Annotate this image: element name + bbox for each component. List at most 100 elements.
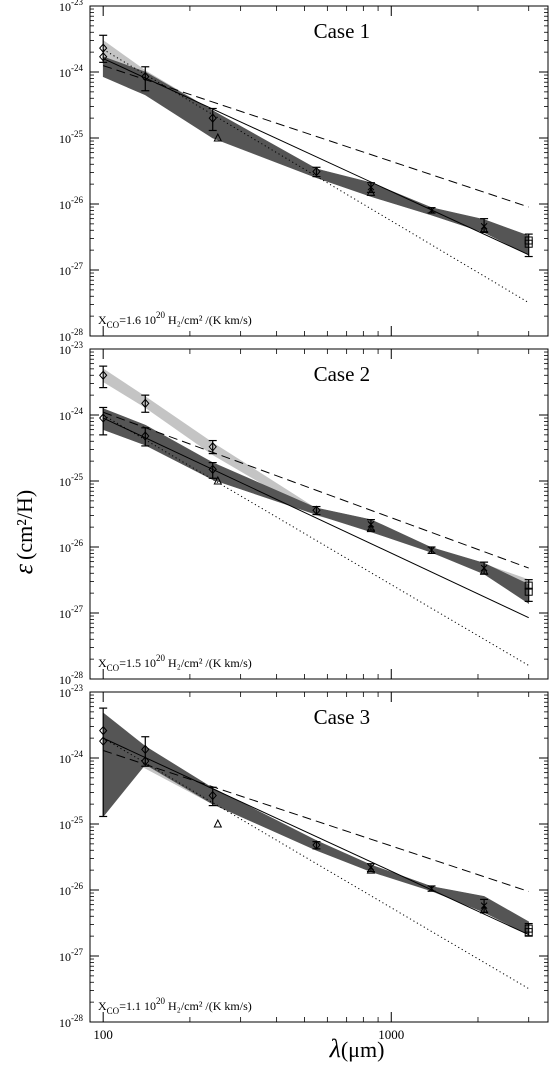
- xco-prefix: X: [98, 656, 107, 670]
- y-tick-exponent: -27: [71, 947, 83, 957]
- y-tick-base: 10: [59, 132, 71, 146]
- marker-diamond: [141, 756, 150, 766]
- marker-cross: [367, 521, 375, 528]
- line-dotted: [102, 48, 529, 304]
- y-tick-base: 10: [59, 818, 71, 832]
- line-solid: [102, 417, 529, 619]
- line-dashed: [103, 65, 529, 208]
- line-dashed: [103, 411, 529, 569]
- y-tick-base: 10: [59, 264, 71, 278]
- y-tick-label: 10-26: [59, 881, 83, 898]
- marker-diamond: [141, 71, 150, 82]
- xco-annotation: XCO=1.6 1020 H₂/cm² /(K km/s): [98, 310, 252, 330]
- y-tick-exponent: -23: [71, 0, 83, 7]
- marker-diamond: [208, 464, 217, 475]
- y-tick-base: 10: [59, 475, 71, 489]
- y-tick-base: 10: [59, 752, 71, 766]
- xco-value: =1.6 10: [119, 313, 156, 327]
- x-axis-label-unit: (μm): [341, 1037, 385, 1062]
- y-tick-base: 10: [59, 541, 71, 555]
- marker-cross: [428, 207, 435, 214]
- y-tick-exponent: -28: [71, 670, 83, 680]
- y-tick-label: 10-28: [59, 327, 83, 344]
- xco-units: H₂/cm² /(K km/s): [165, 999, 252, 1013]
- y-tick-exponent: -25: [71, 129, 83, 139]
- xco-prefix: X: [98, 999, 107, 1013]
- xco-exponent: 20: [156, 310, 166, 320]
- marker-square: [524, 928, 533, 937]
- y-tick-label: 10-26: [59, 195, 83, 212]
- y-tick-exponent: -23: [71, 683, 83, 693]
- xco-subscript: CO: [107, 1006, 120, 1016]
- y-tick-base: 10: [59, 330, 71, 344]
- marker-triangle: [479, 904, 489, 914]
- marker-triangle: [366, 523, 376, 533]
- marker-square: [524, 587, 533, 596]
- x-tick-label: 1000: [378, 1027, 404, 1042]
- marker-diamond: [141, 744, 150, 755]
- marker-diamond: [208, 790, 217, 801]
- y-tick-label: 10-26: [59, 538, 83, 555]
- y-tick-exponent: -25: [71, 815, 83, 825]
- y-axis-label-symbol: ε: [9, 563, 38, 574]
- y-tick-label: 10-27: [59, 604, 83, 621]
- y-tick-exponent: -28: [71, 327, 83, 337]
- marker-cross: [480, 902, 488, 909]
- marker-cross: [428, 885, 435, 892]
- plot-frame: [89, 691, 549, 1023]
- band-light: [102, 368, 530, 587]
- xco-annotation: XCO=1.5 1020 H₂/cm² /(K km/s): [98, 653, 252, 673]
- y-tick-label: 10-23: [59, 0, 83, 14]
- y-tick-base: 10: [59, 409, 71, 423]
- marker-diamond: [99, 370, 108, 381]
- y-tick-label: 10-23: [59, 683, 83, 700]
- y-tick-base: 10: [59, 607, 71, 621]
- marker-cross: [367, 864, 375, 871]
- y-tick-base: 10: [59, 198, 71, 212]
- panel-title: Case 1: [314, 19, 371, 43]
- y-tick-exponent: -26: [71, 538, 83, 548]
- y-tick-base: 10: [59, 1016, 71, 1030]
- y-tick-exponent: -26: [71, 195, 83, 205]
- y-axis-label: ε (cm²/H): [9, 490, 38, 574]
- y-tick-label: 10-24: [59, 749, 83, 766]
- xco-value: =1.1 10: [119, 999, 156, 1013]
- marker-square: [524, 239, 533, 248]
- marker-diamond: [99, 736, 108, 746]
- y-tick-exponent: -24: [71, 749, 83, 759]
- y-tick-exponent: -25: [71, 472, 83, 482]
- marker-diamond: [141, 398, 150, 409]
- y-tick-label: 10-23: [59, 340, 83, 357]
- y-tick-exponent: -28: [71, 1013, 83, 1023]
- plot-frame: [89, 348, 549, 680]
- xco-exponent: 20: [156, 653, 166, 663]
- y-tick-label: 10-25: [59, 815, 83, 832]
- xco-subscript: CO: [107, 320, 120, 330]
- panel-title: Case 3: [314, 705, 371, 729]
- xco-exponent: 20: [156, 996, 166, 1006]
- marker-diamond: [141, 431, 150, 441]
- y-axis-label-unit: (cm²/H): [12, 490, 37, 560]
- marker-diamond: [312, 840, 321, 850]
- xco-prefix: X: [98, 313, 107, 327]
- y-tick-base: 10: [59, 343, 71, 357]
- panel-title: Case 2: [314, 362, 371, 386]
- marker-cross: [480, 564, 488, 572]
- marker-diamond: [312, 166, 321, 177]
- y-tick-exponent: -27: [71, 261, 83, 271]
- marker-cross: [428, 546, 435, 554]
- line-solid: [102, 737, 529, 936]
- y-tick-label: 10-27: [59, 261, 83, 278]
- y-tick-base: 10: [59, 686, 71, 700]
- y-tick-base: 10: [59, 884, 71, 898]
- xco-units: H₂/cm² /(K km/s): [165, 656, 252, 670]
- line-dashed: [103, 750, 529, 892]
- y-tick-base: 10: [59, 0, 71, 14]
- y-tick-exponent: -24: [71, 406, 83, 416]
- marker-diamond: [99, 725, 108, 736]
- plot-frame: [89, 5, 549, 337]
- marker-triangle: [213, 132, 223, 142]
- xco-value: =1.5 10: [119, 656, 156, 670]
